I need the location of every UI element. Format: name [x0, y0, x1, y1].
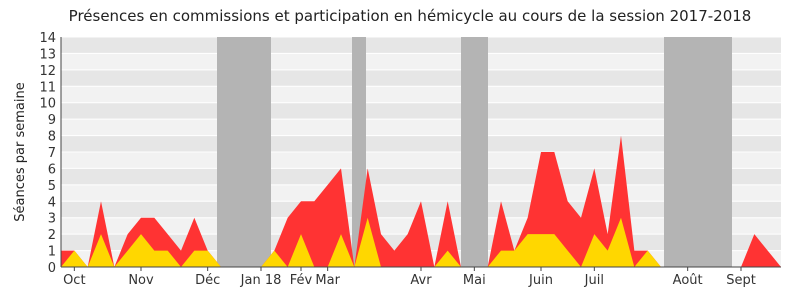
- y-tick-label: 9: [48, 113, 56, 128]
- y-tick-label: 10: [39, 97, 56, 112]
- y-tick-label: 7: [48, 146, 56, 161]
- y-tick-label: 2: [48, 228, 56, 243]
- x-tick-label: Sept: [726, 273, 756, 288]
- y-tick-label: 5: [48, 179, 56, 194]
- vacation-shading: [217, 37, 732, 267]
- x-tick-label: Jan 18: [240, 273, 282, 288]
- y-tick-label: 4: [48, 195, 56, 210]
- x-tick-label: Déc: [195, 273, 220, 288]
- chart-title: Présences en commissions et participatio…: [69, 7, 752, 25]
- x-tick-label: Avr: [410, 273, 432, 288]
- x-tick-label: Fév: [290, 273, 313, 288]
- x-tick-label: Juin: [528, 273, 553, 288]
- vacation-band: [664, 37, 732, 267]
- x-tick-label: Août: [673, 273, 703, 288]
- y-tick-label: 13: [39, 47, 56, 62]
- x-tick-label: Juil: [584, 273, 604, 288]
- y-tick-label: 14: [39, 31, 56, 46]
- x-tick-label: Mar: [315, 273, 340, 288]
- y-tick-label: 6: [48, 162, 56, 177]
- y-tick-label: 11: [39, 80, 56, 95]
- y-tick-label: 12: [39, 64, 56, 79]
- vacation-band: [461, 37, 488, 267]
- y-tick-label: 8: [48, 130, 56, 145]
- y-tick-label: 3: [48, 212, 56, 227]
- y-tick-label: 1: [48, 245, 56, 260]
- area: [61, 217, 781, 267]
- x-tick-label: Mai: [463, 273, 486, 288]
- x-tick-label: Nov: [128, 273, 154, 288]
- y-axis-label: Séances par semaine: [13, 82, 28, 221]
- x-tick-label: Oct: [63, 273, 85, 288]
- area: [61, 135, 781, 267]
- y-tick-label: 0: [48, 261, 56, 276]
- vacation-band: [217, 37, 271, 267]
